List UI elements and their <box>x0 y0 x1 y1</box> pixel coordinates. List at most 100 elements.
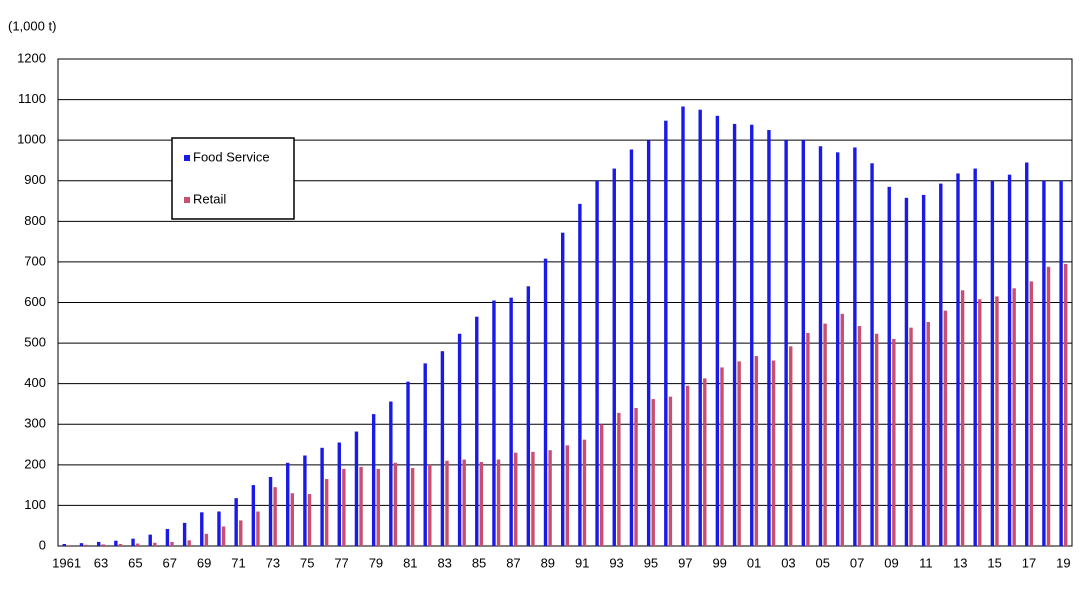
y-tick-label: 200 <box>24 456 46 471</box>
bar <box>457 333 462 546</box>
bar <box>118 543 123 546</box>
x-tick-label: 89 <box>541 555 555 570</box>
bar <box>943 310 948 546</box>
x-tick-label: 19 <box>1056 555 1070 570</box>
bar <box>445 460 449 546</box>
bar <box>561 232 565 547</box>
bar <box>423 363 427 546</box>
bar <box>153 542 157 546</box>
bar <box>290 493 295 546</box>
x-tick-label: 11 <box>919 555 933 570</box>
bar <box>1059 180 1063 546</box>
bar <box>634 408 638 546</box>
x-tick-label: 63 <box>94 555 108 570</box>
bar <box>303 455 307 546</box>
x-tick-label: 81 <box>403 555 417 570</box>
bar <box>428 464 432 546</box>
bar <box>1025 162 1029 547</box>
bar <box>273 487 277 546</box>
bar <box>578 203 582 546</box>
x-tick-label: 95 <box>644 555 658 570</box>
bar <box>307 494 312 546</box>
bar <box>599 424 604 546</box>
bar <box>393 462 398 546</box>
bar <box>995 296 999 546</box>
bar <box>135 543 140 546</box>
bar <box>239 520 243 546</box>
x-tick-label: 15 <box>987 555 1001 570</box>
x-tick-label: 91 <box>575 555 589 570</box>
bar <box>337 442 341 546</box>
bar <box>475 316 479 546</box>
y-tick-label: 800 <box>24 213 46 228</box>
x-tick-label: 85 <box>472 555 486 570</box>
x-tick-label: 79 <box>369 555 383 570</box>
bar <box>200 512 204 546</box>
bar <box>720 367 724 546</box>
bar <box>509 297 513 546</box>
x-tick-label: 03 <box>781 555 795 570</box>
x-tick-label: 07 <box>850 555 864 570</box>
bar <box>703 378 707 546</box>
bar <box>462 459 466 546</box>
y-tick-label: 300 <box>24 416 46 431</box>
bar <box>612 168 616 546</box>
bar <box>492 300 496 546</box>
bar <box>514 452 518 546</box>
bar <box>801 140 806 546</box>
bar <box>324 479 329 546</box>
x-tick-label: 05 <box>816 555 830 570</box>
bar <box>681 106 685 547</box>
bar <box>170 541 174 546</box>
bar <box>440 351 445 546</box>
bar <box>187 540 191 546</box>
x-tick-label: 75 <box>300 555 314 570</box>
bar <box>62 543 66 546</box>
bar <box>182 522 187 546</box>
y-tick-label: 1100 <box>18 91 46 106</box>
bar <box>371 414 376 546</box>
bar <box>217 511 221 546</box>
y-tick-label: 100 <box>24 497 46 512</box>
y-tick-label: 500 <box>24 335 46 350</box>
bar <box>874 333 879 546</box>
bar <box>1064 263 1068 546</box>
bar <box>737 361 741 546</box>
bar <box>617 412 621 546</box>
bar <box>96 541 101 546</box>
bar <box>789 346 793 546</box>
bar <box>131 538 135 546</box>
bar <box>376 468 380 546</box>
bar <box>1046 266 1051 546</box>
x-tick-label: 73 <box>266 555 280 570</box>
bar <box>101 544 105 546</box>
bar <box>732 123 737 546</box>
x-tick-label: 1961 <box>52 555 81 570</box>
bar <box>784 140 788 546</box>
bar <box>646 140 651 546</box>
bar <box>148 534 152 546</box>
bar <box>887 186 891 546</box>
bar <box>268 477 273 546</box>
bar <box>960 290 965 546</box>
bar <box>754 356 759 546</box>
bar <box>698 109 702 547</box>
bar <box>956 173 960 546</box>
bar <box>251 485 256 546</box>
bar <box>79 543 84 546</box>
y-tick-label: 1000 <box>17 132 46 147</box>
bar <box>1007 174 1012 546</box>
bar <box>715 115 720 547</box>
bar <box>853 147 857 546</box>
bar <box>939 183 943 547</box>
bar <box>1012 288 1016 546</box>
bar <box>543 258 548 546</box>
bar <box>629 149 634 546</box>
x-tick-label: 17 <box>1022 555 1036 570</box>
bar <box>389 401 393 546</box>
legend-label: Food Service <box>193 149 270 164</box>
x-tick-label: 69 <box>197 555 211 570</box>
y-tick-label: 700 <box>24 253 46 268</box>
